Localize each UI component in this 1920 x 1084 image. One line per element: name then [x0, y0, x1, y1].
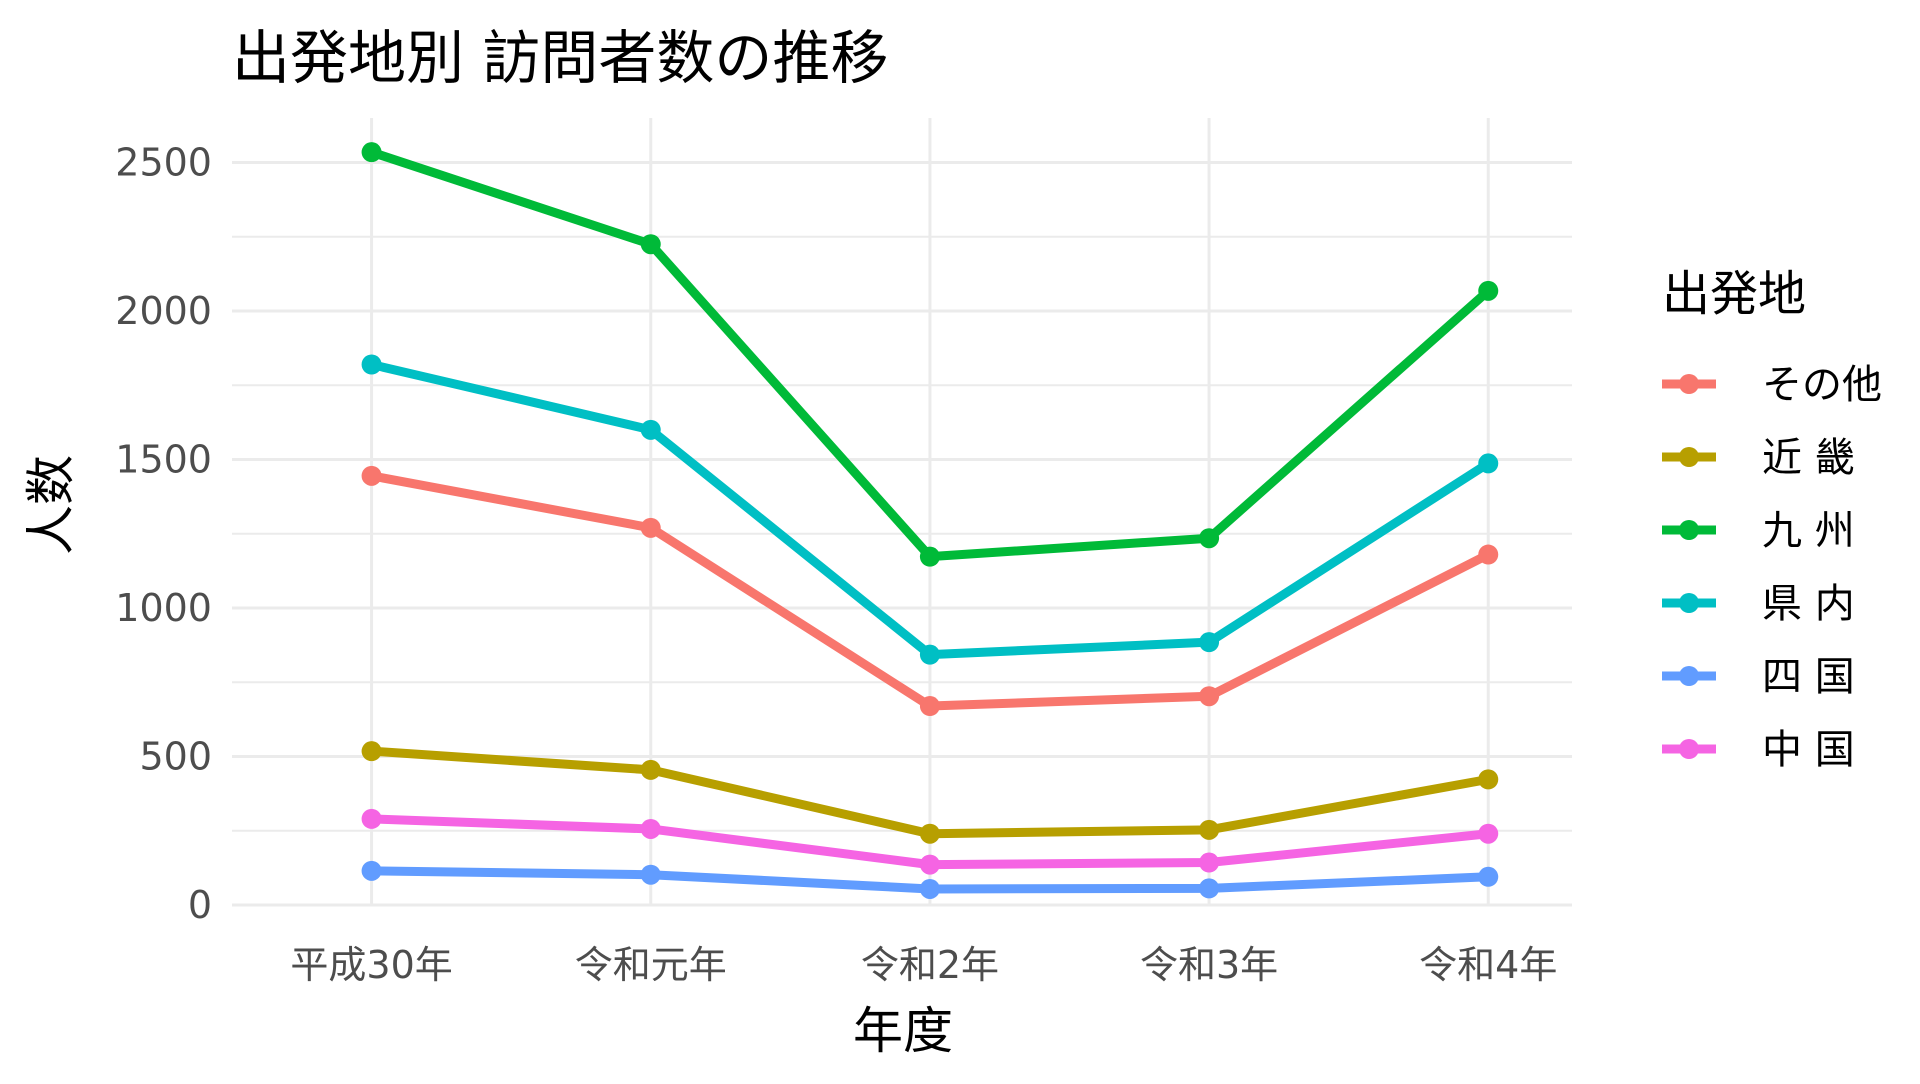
legend-item: 四 国	[1662, 654, 1855, 700]
data-point	[1478, 769, 1499, 790]
data-point	[640, 234, 661, 255]
series-lines	[361, 142, 1499, 899]
data-point	[1478, 280, 1499, 301]
data-point	[640, 759, 661, 780]
legend-label: 九 州	[1762, 508, 1855, 554]
legend-item: 中 国	[1662, 727, 1855, 773]
data-point	[640, 864, 661, 885]
y-tick-label: 2000	[115, 289, 212, 333]
data-point	[361, 808, 382, 829]
data-point	[361, 354, 382, 375]
x-axis-title: 年度	[853, 1002, 953, 1060]
data-point	[919, 878, 940, 899]
x-tick-label: 令和4年	[1419, 943, 1557, 987]
legend-label: 県 内	[1762, 581, 1855, 627]
y-axis-title: 人数	[22, 455, 80, 555]
legend-key-point	[1679, 374, 1699, 394]
data-point	[361, 860, 382, 881]
legend-label: 近 畿	[1762, 435, 1855, 481]
data-point	[1199, 878, 1220, 899]
axes: 0 500 1000 1500 2000 2500 平成30年 令和元年 令和2年 令和3年 令和4…	[115, 141, 1557, 987]
x-tick-label: 令和2年	[861, 943, 999, 987]
series-group	[361, 860, 1499, 899]
legend-key-point	[1679, 593, 1699, 613]
legend-label: その他	[1762, 362, 1882, 408]
y-tick-label: 2500	[115, 141, 212, 185]
data-point	[1199, 528, 1220, 549]
legend-key-point	[1679, 520, 1699, 540]
x-tick-label: 令和3年	[1140, 943, 1278, 987]
series-group	[361, 142, 1499, 567]
data-point	[1199, 686, 1220, 707]
y-tick-label: 0	[188, 883, 212, 927]
data-point	[1478, 544, 1499, 565]
data-point	[1478, 453, 1499, 474]
legend-key-point	[1679, 447, 1699, 467]
y-tick-label: 500	[139, 735, 212, 779]
data-point	[640, 517, 661, 538]
legend-key-point	[1679, 666, 1699, 686]
data-point	[919, 696, 940, 717]
series-group	[361, 741, 1499, 844]
data-point	[361, 142, 382, 163]
legend-label: 中 国	[1762, 727, 1855, 773]
legend-key-point	[1679, 739, 1699, 759]
data-point	[361, 465, 382, 486]
data-point	[1199, 819, 1220, 840]
grid	[232, 118, 1572, 907]
y-tick-label: 1000	[115, 586, 212, 630]
y-tick-label: 1500	[115, 438, 212, 482]
data-point	[640, 419, 661, 440]
x-tick-label: 令和元年	[575, 943, 727, 987]
legend-item: 県 内	[1662, 581, 1855, 627]
chart-title: 出発地別 訪問者数の推移	[232, 24, 888, 92]
x-tick-label: 平成30年	[290, 943, 452, 987]
data-point	[919, 823, 940, 844]
series-group	[361, 808, 1499, 875]
data-point	[1199, 632, 1220, 653]
data-point	[919, 644, 940, 665]
data-point	[640, 818, 661, 839]
legend-title: 出発地	[1662, 266, 1806, 322]
data-point	[1199, 852, 1220, 873]
legend-item: 九 州	[1662, 508, 1855, 554]
legend-label: 四 国	[1762, 654, 1855, 700]
data-point	[361, 741, 382, 762]
series-group	[361, 465, 1499, 717]
series-group	[361, 354, 1499, 665]
data-point	[1478, 866, 1499, 887]
legend-item: 近 畿	[1662, 435, 1855, 481]
data-point	[919, 854, 940, 875]
data-point	[1478, 823, 1499, 844]
legend-item: その他	[1662, 362, 1882, 408]
data-point	[919, 546, 940, 567]
